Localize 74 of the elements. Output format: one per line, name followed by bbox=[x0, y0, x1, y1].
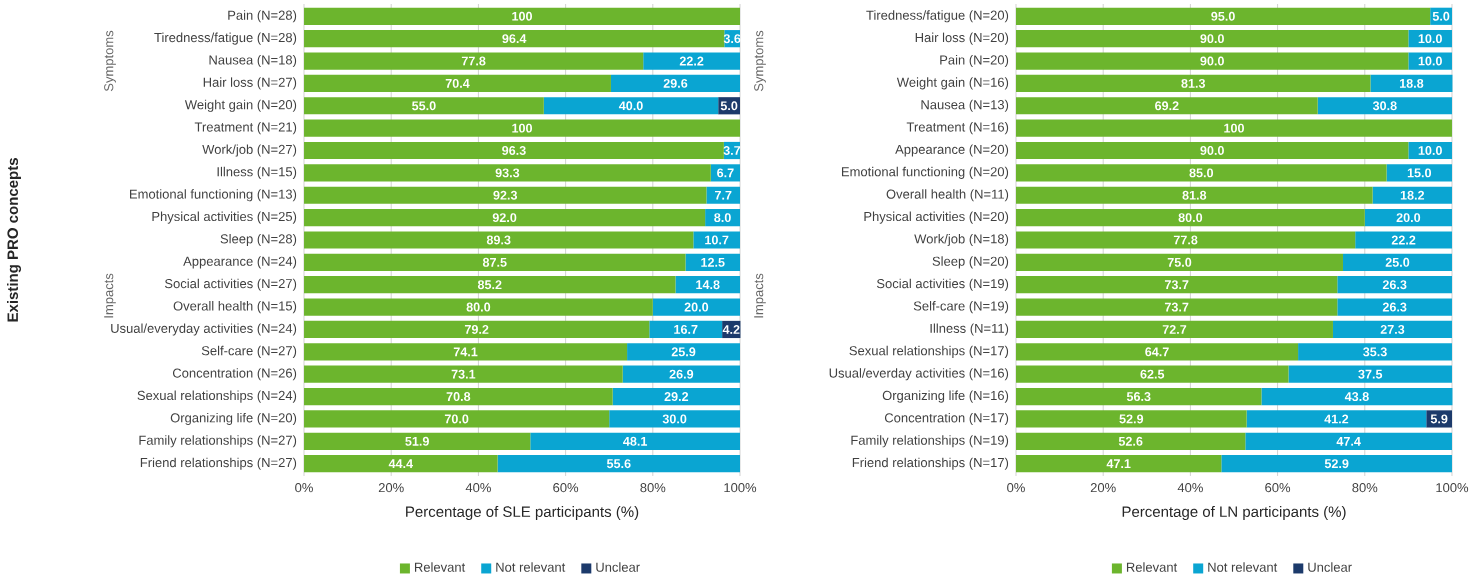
bar bbox=[1016, 141, 1409, 160]
bar bbox=[304, 141, 724, 160]
bar bbox=[1337, 298, 1452, 316]
bar bbox=[1016, 365, 1289, 383]
bar bbox=[1016, 320, 1333, 339]
bar bbox=[304, 7, 741, 25]
bar bbox=[1246, 410, 1427, 428]
bar bbox=[652, 298, 741, 316]
bar bbox=[643, 52, 741, 70]
bar bbox=[1288, 365, 1452, 383]
bar bbox=[706, 186, 741, 204]
bar bbox=[304, 186, 707, 204]
bar bbox=[304, 119, 741, 137]
bar bbox=[1317, 97, 1452, 115]
bar bbox=[1261, 387, 1453, 406]
bar bbox=[1016, 7, 1431, 25]
bar bbox=[627, 343, 741, 361]
bar bbox=[304, 231, 694, 249]
bar bbox=[1386, 164, 1452, 182]
bar bbox=[675, 276, 741, 294]
bar bbox=[530, 432, 741, 450]
bar bbox=[693, 231, 741, 249]
bar bbox=[1245, 432, 1452, 450]
bar bbox=[1016, 52, 1409, 70]
bar bbox=[304, 455, 498, 473]
bar bbox=[1016, 30, 1409, 48]
bar bbox=[304, 97, 544, 115]
bar bbox=[1016, 387, 1262, 406]
bar bbox=[609, 410, 741, 428]
bar bbox=[649, 320, 723, 339]
bar bbox=[304, 74, 611, 92]
bar bbox=[1221, 455, 1452, 473]
bar bbox=[304, 320, 650, 339]
bar bbox=[304, 253, 686, 271]
bar bbox=[304, 298, 653, 316]
bar bbox=[1342, 253, 1452, 271]
bar bbox=[304, 52, 644, 70]
bar bbox=[1016, 186, 1373, 204]
bar bbox=[1408, 52, 1452, 70]
bar bbox=[1426, 410, 1452, 428]
bar bbox=[1016, 119, 1452, 137]
bar bbox=[1016, 231, 1356, 249]
bar bbox=[1364, 209, 1452, 227]
bar bbox=[1016, 164, 1387, 182]
bar bbox=[1016, 276, 1338, 294]
bar bbox=[304, 30, 725, 48]
bar bbox=[1355, 231, 1452, 249]
bar bbox=[304, 276, 676, 294]
bar bbox=[304, 343, 628, 361]
bar bbox=[1016, 343, 1299, 361]
bar bbox=[543, 97, 719, 115]
bar bbox=[1016, 298, 1338, 316]
bar bbox=[622, 365, 741, 383]
bar bbox=[304, 387, 613, 406]
bar bbox=[1016, 253, 1343, 271]
bar bbox=[304, 164, 711, 182]
bar bbox=[304, 410, 610, 428]
bar bbox=[612, 387, 741, 406]
bar bbox=[1016, 74, 1371, 92]
bar bbox=[1016, 455, 1222, 473]
bar bbox=[1370, 74, 1453, 92]
bar bbox=[1298, 343, 1452, 361]
bar bbox=[1016, 209, 1365, 227]
bar bbox=[1016, 410, 1247, 428]
bar bbox=[497, 455, 741, 473]
bar bbox=[1372, 186, 1452, 204]
bar bbox=[1016, 97, 1318, 115]
bar bbox=[1337, 276, 1452, 294]
bar bbox=[1332, 320, 1452, 339]
bar bbox=[1016, 432, 1246, 450]
bar bbox=[304, 365, 623, 383]
bar bbox=[304, 209, 706, 227]
bar bbox=[304, 432, 531, 450]
bar bbox=[610, 74, 741, 92]
